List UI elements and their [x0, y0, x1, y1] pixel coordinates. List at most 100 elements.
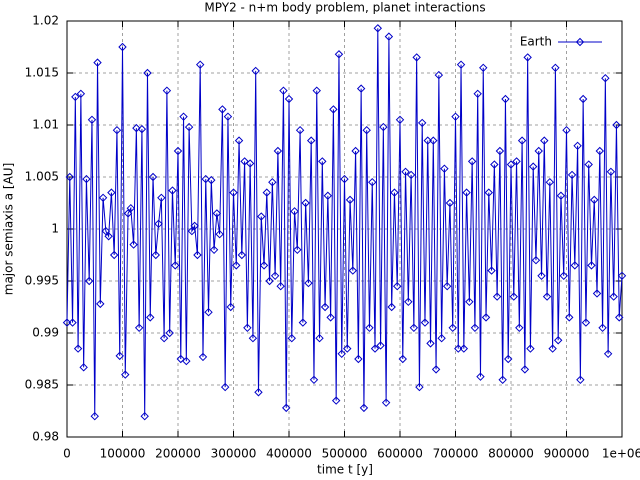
- point-marker: [118, 42, 127, 52]
- legend-marker: [575, 37, 585, 47]
- point-marker: [337, 349, 346, 359]
- point-marker: [109, 250, 119, 260]
- point-marker: [301, 198, 310, 208]
- point-marker: [473, 89, 482, 99]
- point-marker: [293, 245, 302, 255]
- point-marker: [262, 188, 272, 197]
- point-marker: [465, 297, 474, 307]
- point-marker: [87, 115, 97, 125]
- x-tick-label: 800000: [488, 447, 534, 461]
- point-marker: [257, 212, 266, 221]
- point-marker: [162, 86, 172, 95]
- point-marker: [287, 333, 296, 343]
- point-marker: [506, 160, 516, 169]
- point-marker: [531, 255, 541, 265]
- y-tick-label: 1.015: [25, 66, 59, 80]
- point-marker: [73, 344, 83, 353]
- point-marker: [184, 122, 194, 132]
- point-marker: [390, 188, 399, 197]
- point-marker: [479, 63, 488, 73]
- point-marker: [365, 323, 374, 333]
- point-marker: [528, 162, 538, 171]
- point-marker: [312, 86, 321, 95]
- legend-label: Earth: [520, 35, 552, 49]
- point-marker: [423, 136, 432, 145]
- point-marker: [121, 370, 130, 379]
- y-tick-label: 1: [51, 222, 59, 236]
- point-marker: [404, 297, 413, 307]
- point-marker: [393, 281, 402, 291]
- point-marker: [354, 354, 363, 364]
- chart-title: MPY2 - n+m body problem, planet interact…: [204, 1, 485, 15]
- point-marker: [498, 375, 507, 385]
- point-marker: [71, 92, 80, 102]
- point-marker: [187, 226, 197, 236]
- point-marker: [143, 68, 152, 78]
- x-tick-label: 200000: [155, 447, 201, 461]
- point-marker: [193, 250, 202, 260]
- x-tick-label: 400000: [266, 447, 312, 461]
- point-marker: [320, 302, 330, 312]
- point-marker: [226, 302, 235, 312]
- point-marker: [304, 278, 313, 288]
- point-marker: [282, 403, 291, 413]
- point-marker: [495, 146, 505, 156]
- point-marker: [615, 313, 624, 322]
- point-marker: [298, 318, 308, 327]
- point-marker: [556, 191, 566, 200]
- point-marker: [168, 186, 177, 195]
- point-marker: [587, 261, 596, 270]
- x-tick-label: 700000: [433, 447, 479, 461]
- point-marker: [454, 344, 463, 353]
- y-tick-label: 1.02: [32, 14, 59, 28]
- point-marker: [240, 157, 249, 166]
- point-marker: [154, 219, 163, 229]
- x-axis-label: time t [y]: [317, 463, 373, 477]
- point-marker: [209, 245, 219, 255]
- point-marker: [545, 177, 555, 187]
- point-marker: [101, 226, 111, 236]
- point-marker: [534, 146, 543, 156]
- point-marker: [492, 292, 502, 301]
- point-marker: [79, 363, 88, 372]
- y-tick-label: 1.01: [32, 118, 59, 132]
- point-marker: [467, 157, 477, 166]
- point-marker: [345, 195, 355, 205]
- point-marker: [553, 336, 563, 345]
- point-marker: [406, 170, 416, 180]
- point-marker: [415, 382, 424, 392]
- point-marker: [134, 323, 144, 333]
- point-marker: [265, 276, 274, 286]
- point-marker: [232, 261, 241, 270]
- point-marker: [429, 136, 438, 145]
- point-marker: [565, 313, 574, 322]
- x-tick-label: 500000: [322, 447, 368, 461]
- point-marker: [190, 221, 199, 231]
- point-marker: [90, 411, 99, 421]
- point-marker: [590, 195, 599, 205]
- point-marker: [151, 250, 161, 260]
- point-marker: [517, 136, 527, 145]
- point-marker: [381, 398, 391, 407]
- point-marker: [165, 328, 174, 338]
- point-marker: [440, 164, 449, 173]
- point-marker: [379, 122, 388, 132]
- point-marker: [523, 53, 532, 62]
- point-marker: [171, 261, 180, 270]
- point-marker: [215, 229, 224, 239]
- point-marker: [537, 271, 546, 281]
- point-marker: [343, 344, 352, 353]
- point-marker: [123, 209, 133, 218]
- point-marker: [182, 356, 191, 366]
- point-marker: [509, 292, 518, 301]
- point-marker: [309, 375, 319, 385]
- point-marker: [551, 63, 560, 73]
- point-marker: [112, 125, 122, 135]
- point-marker: [93, 58, 102, 67]
- point-marker: [542, 292, 552, 301]
- point-marker: [548, 344, 557, 353]
- point-marker: [368, 177, 377, 187]
- point-marker: [512, 157, 521, 166]
- point-marker: [279, 86, 288, 95]
